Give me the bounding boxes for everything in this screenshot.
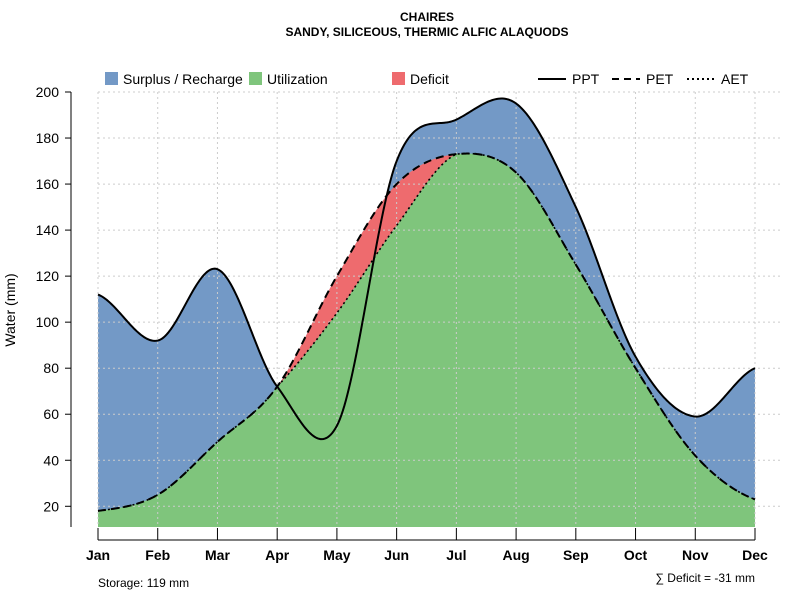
x-tick-label: Aug <box>502 547 529 563</box>
x-tick-label: Jul <box>446 547 466 563</box>
y-tick-label: 200 <box>36 84 60 100</box>
chart-title: CHAIRES <box>400 10 454 24</box>
y-tick-label: 80 <box>43 360 59 376</box>
legend-label: Surplus / Recharge <box>123 71 243 87</box>
utilization-area <box>98 153 755 528</box>
y-tick-label: 20 <box>43 498 59 514</box>
pet-line <box>97 152 756 512</box>
y-tick-label: 40 <box>43 452 59 468</box>
deficit-label: ∑ Deficit = -31 mm <box>655 571 755 585</box>
x-tick-label: Jun <box>384 547 409 563</box>
y-tick-label: 140 <box>36 222 60 238</box>
aet-line <box>97 152 756 512</box>
x-tick-label: Oct <box>624 547 648 563</box>
x-tick-label: Nov <box>682 547 709 563</box>
x-tick-label: Apr <box>265 547 290 563</box>
x-tick-label: May <box>323 547 350 563</box>
ppt-line <box>97 97 756 441</box>
y-tick-label: 180 <box>36 130 60 146</box>
legend-label: AET <box>721 71 749 87</box>
legend-label: PET <box>646 71 674 87</box>
y-tick-label: 160 <box>36 176 60 192</box>
grid <box>97 91 783 527</box>
legend-swatch <box>105 72 118 85</box>
series-lines <box>97 97 756 512</box>
x-tick-label: Dec <box>742 547 768 563</box>
legend-label: Utilization <box>267 71 328 87</box>
storage-label: Storage: 119 mm <box>98 576 189 590</box>
y-tick-label: 120 <box>36 268 60 284</box>
plot-areas <box>98 98 755 528</box>
legend-label: PPT <box>572 71 600 87</box>
legend: Surplus / Recharge Utilization Deficit PPT P… <box>105 71 749 87</box>
x-tick-label: Mar <box>205 547 230 563</box>
x-tick-label: Sep <box>563 547 589 563</box>
y-axis-title: Water (mm) <box>2 273 18 346</box>
legend-label: Deficit <box>410 71 449 87</box>
y-tick-label: 60 <box>43 406 59 422</box>
x-tick-label: Jan <box>86 547 110 563</box>
axes: 20 40 60 80 100 120 140 160 180 200 Jan Feb Mar Apr Ma… <box>36 84 768 563</box>
x-tick-label: Feb <box>145 547 170 563</box>
y-tick-label: 100 <box>36 314 60 330</box>
chart-subtitle: SANDY, SILICEOUS, THERMIC ALFIC ALAQUODS <box>285 25 568 39</box>
legend-swatch <box>249 72 262 85</box>
legend-swatch <box>392 72 405 85</box>
